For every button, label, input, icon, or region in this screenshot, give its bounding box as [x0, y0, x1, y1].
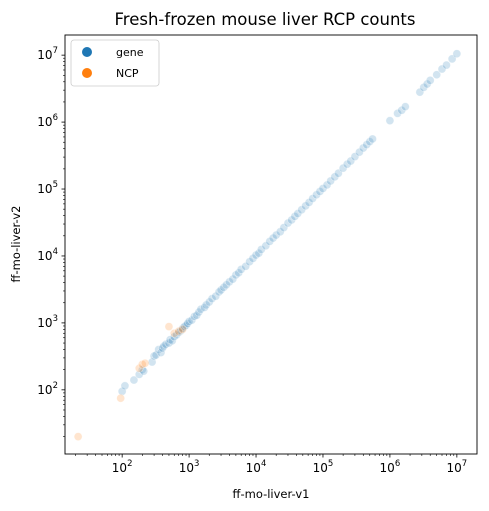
data-point: [301, 201, 310, 211]
series-layer: [73, 49, 462, 441]
data-point: [216, 285, 226, 295]
legend-marker-gene: [82, 47, 92, 57]
data-point: [174, 326, 184, 336]
plot-frame: [64, 34, 478, 455]
data-point: [442, 60, 451, 70]
data-point: [228, 274, 238, 284]
x-axis-label: ff-mo-liver-v1: [233, 487, 310, 501]
data-point: [312, 190, 321, 200]
data-point: [200, 303, 209, 312]
data-point: [151, 350, 161, 360]
legend: gene NCP: [70, 39, 160, 87]
data-point: [192, 310, 202, 320]
y-tick-label: 102: [37, 381, 58, 397]
y-tick-label: 105: [37, 180, 58, 196]
plot-area: 102 103 104 105 106 107 102 103 104 105 106 107: [37, 34, 478, 475]
data-point: [117, 387, 127, 396]
y-tick-label: 103: [37, 314, 58, 330]
data-point: [225, 277, 234, 287]
data-point: [219, 283, 229, 292]
y-tick-label: 106: [37, 113, 58, 129]
data-point: [178, 325, 187, 334]
data-point: [425, 76, 435, 85]
data-point: [432, 70, 442, 80]
y-axis-ticks: 102 103 104 105 106 107: [37, 46, 65, 437]
series-gene: [117, 49, 462, 396]
data-point: [129, 375, 139, 385]
data-point: [120, 381, 130, 391]
data-point: [190, 312, 199, 321]
data-point: [350, 152, 360, 161]
x-axis-ticks: 102 103 104 105 106 107: [75, 454, 467, 475]
data-point: [265, 237, 275, 246]
data-point: [452, 49, 462, 59]
data-point: [397, 106, 407, 115]
y-tick-label: 104: [37, 247, 58, 263]
legend-label-ncp: NCP: [116, 67, 139, 80]
data-point: [330, 172, 340, 182]
series-ncp: [73, 322, 187, 441]
legend-label-gene: gene: [116, 46, 144, 59]
data-point: [342, 159, 352, 169]
data-point: [211, 291, 221, 301]
data-point: [236, 265, 246, 274]
x-tick-label: 105: [313, 459, 334, 475]
y-tick-label: 107: [37, 46, 58, 62]
legend-box: [70, 39, 160, 87]
data-point: [248, 254, 258, 263]
legend-marker-ncp: [82, 68, 92, 78]
data-point: [385, 116, 395, 125]
x-tick-label: 102: [112, 459, 133, 475]
data-point: [401, 102, 410, 111]
data-point: [169, 328, 179, 338]
data-point: [73, 432, 83, 441]
data-point: [140, 358, 150, 368]
data-point: [204, 297, 214, 307]
data-point: [358, 143, 368, 153]
data-point: [287, 215, 296, 225]
data-point: [164, 322, 174, 331]
data-point: [245, 257, 254, 267]
x-tick-label: 107: [446, 459, 467, 475]
data-point: [116, 393, 125, 403]
data-point: [134, 370, 144, 379]
x-tick-label: 103: [179, 459, 200, 475]
data-point: [368, 134, 377, 144]
chart-title: Fresh-frozen mouse liver RCP counts: [115, 10, 416, 29]
data-point: [419, 83, 429, 92]
data-point: [184, 317, 194, 326]
y-axis-label: ff-mo-liver-v2: [9, 206, 23, 283]
x-tick-label: 104: [246, 459, 267, 475]
data-point: [365, 137, 375, 146]
x-tick-label: 106: [380, 459, 401, 475]
